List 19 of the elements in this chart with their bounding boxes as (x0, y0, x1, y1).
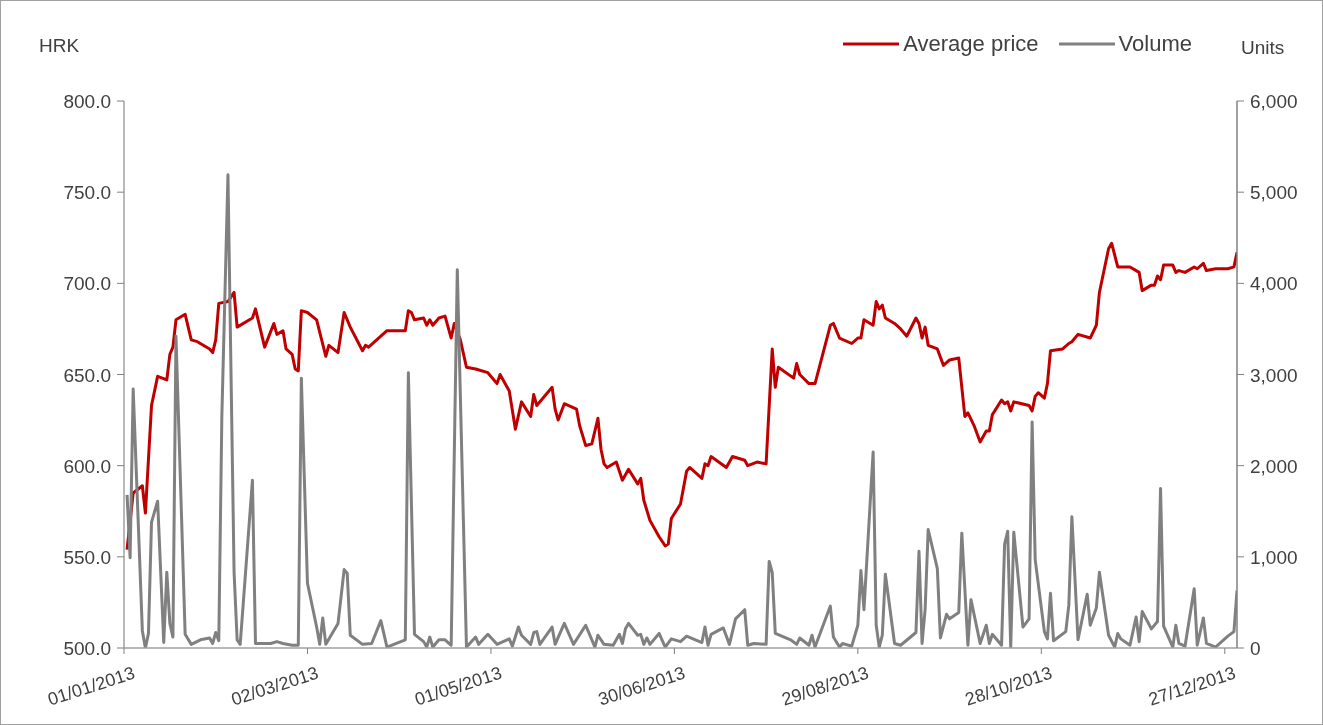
y2-axis-title: Units (1241, 37, 1285, 59)
y-tick-label: 500.0 (63, 638, 111, 659)
y2-tick-label: 0 (1250, 638, 1261, 659)
y-tick-label: 700.0 (63, 273, 111, 295)
legend-label: Average price (903, 31, 1039, 57)
y2-tick-label: 5,000 (1250, 182, 1298, 204)
y2-tick-label: 3,000 (1250, 364, 1298, 386)
y-tick-label: 800.0 (63, 91, 111, 112)
y-tick-label: 550.0 (63, 546, 111, 568)
y2-tick-label: 6,000 (1250, 91, 1298, 112)
y2-tick-label: 1,000 (1250, 546, 1298, 568)
y-tick-label: 650.0 (63, 364, 111, 386)
y2-tick-label: 4,000 (1250, 273, 1298, 295)
y-tick-label: 750.0 (63, 182, 111, 204)
y-tick-label: 600.0 (63, 455, 111, 477)
y2-tick-label: 2,000 (1250, 455, 1298, 477)
legend-label: Volume (1118, 31, 1192, 57)
line-series (125, 241, 1237, 552)
y-axis-title: HRK (39, 35, 80, 57)
